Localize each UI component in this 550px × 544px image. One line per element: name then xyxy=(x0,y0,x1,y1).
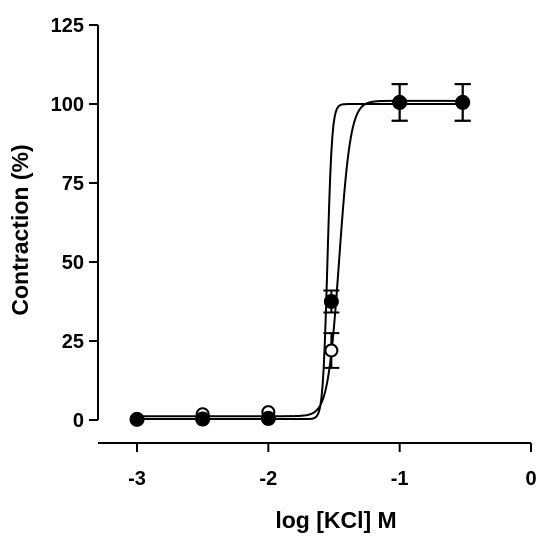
data-point-filled xyxy=(129,411,145,427)
data-points xyxy=(129,94,471,427)
fit-curve xyxy=(137,99,463,418)
y-tick-group: 0 25 50 75 100 125 xyxy=(51,15,98,432)
x-tick-label: -1 xyxy=(391,468,409,490)
x-tick-label: 0 xyxy=(525,468,536,490)
x-tick-group: -3 -2 -1 0 xyxy=(128,443,537,490)
data-point-filled xyxy=(323,294,339,309)
data-point-filled xyxy=(260,410,276,426)
x-axis-title: log [KCl] M xyxy=(275,507,396,533)
y-tick-label: 0 xyxy=(73,410,84,432)
y-tick-label: 100 xyxy=(51,94,84,116)
data-point-filled xyxy=(455,94,471,110)
y-tick-label: 125 xyxy=(51,15,84,37)
fit-curves xyxy=(137,99,463,421)
error-bars xyxy=(323,83,471,369)
data-point-filled xyxy=(195,411,211,427)
y-axis: 0 25 50 75 100 125 xyxy=(51,15,99,432)
y-tick-label: 25 xyxy=(62,331,84,353)
y-tick-label: 75 xyxy=(62,173,84,195)
data-point-filled xyxy=(392,94,408,110)
y-tick-label: 50 xyxy=(62,252,84,274)
data-point-open xyxy=(324,343,339,358)
x-axis: -3 -2 -1 0 xyxy=(98,442,537,490)
fit-curve xyxy=(137,103,463,421)
y-axis-title: Contraction (%) xyxy=(7,144,33,315)
x-tick-label: -2 xyxy=(259,468,277,490)
x-tick-label: -3 xyxy=(128,468,146,490)
